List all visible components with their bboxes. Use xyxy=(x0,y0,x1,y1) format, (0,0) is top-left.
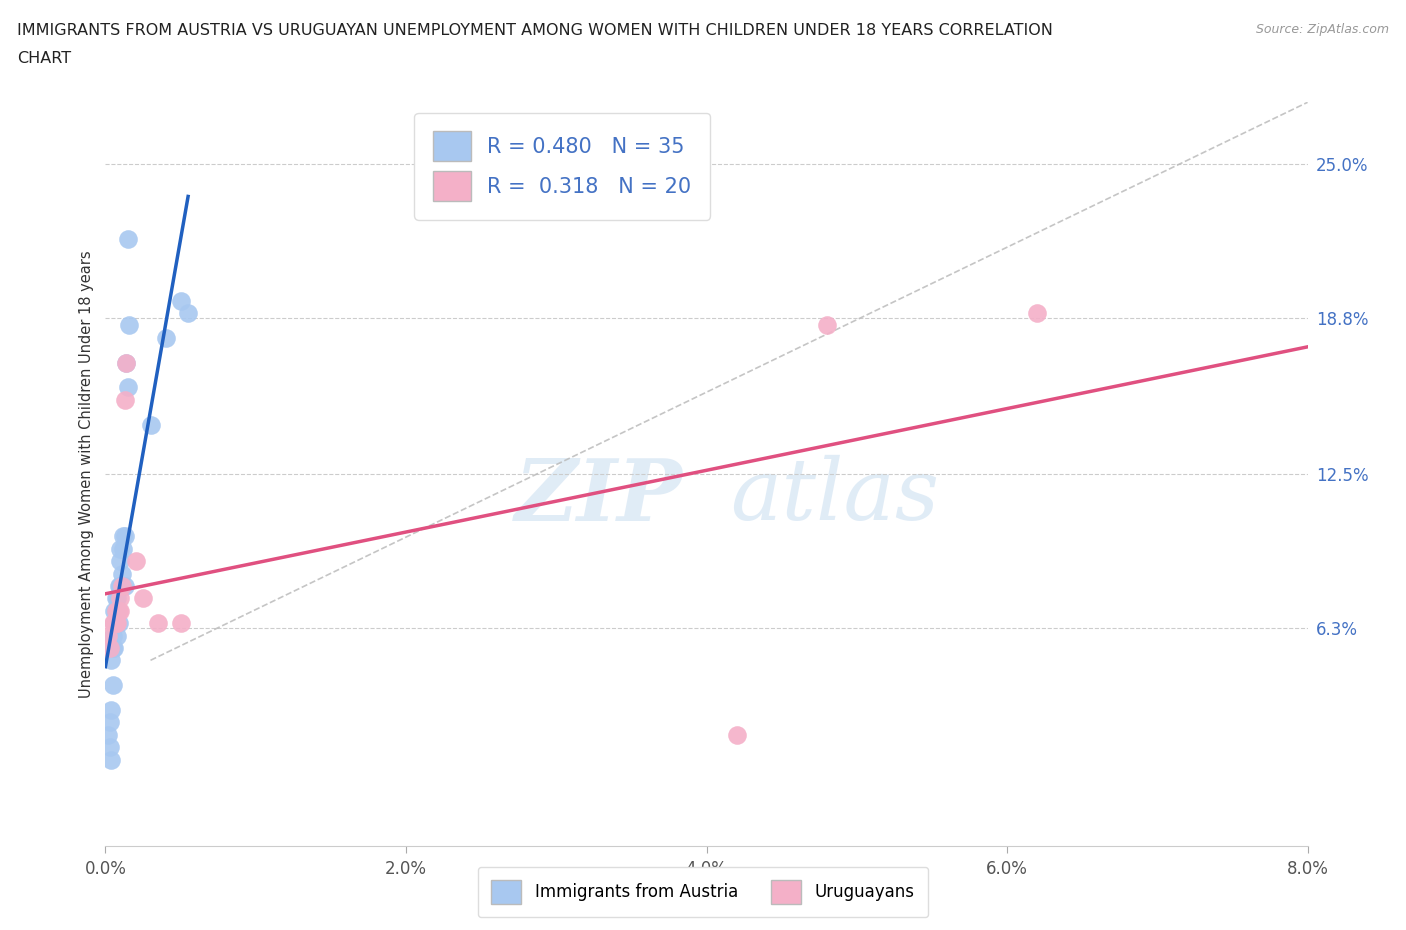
Point xyxy=(97,727,120,742)
Point xyxy=(112,529,135,544)
Point xyxy=(103,604,125,618)
Point xyxy=(155,330,177,345)
Point xyxy=(101,616,124,631)
Text: IMMIGRANTS FROM AUSTRIA VS URUGUAYAN UNEMPLOYMENT AMONG WOMEN WITH CHILDREN UNDE: IMMIGRANTS FROM AUSTRIA VS URUGUAYAN UNE… xyxy=(17,23,1053,38)
Point xyxy=(815,318,838,333)
Point xyxy=(110,591,132,605)
Point xyxy=(107,628,129,643)
Point xyxy=(108,616,131,631)
Point xyxy=(111,578,134,593)
Point xyxy=(115,355,138,370)
Point xyxy=(103,641,125,656)
Point xyxy=(110,541,132,556)
Point xyxy=(139,418,162,432)
Text: Source: ZipAtlas.com: Source: ZipAtlas.com xyxy=(1256,23,1389,36)
Point xyxy=(725,727,748,742)
Point xyxy=(114,392,136,407)
Point xyxy=(104,616,127,631)
Point xyxy=(104,604,127,618)
Legend: Immigrants from Austria, Uruguayans: Immigrants from Austria, Uruguayans xyxy=(478,867,928,917)
Text: CHART: CHART xyxy=(17,51,70,66)
Point xyxy=(117,232,139,246)
Point xyxy=(104,604,127,618)
Point xyxy=(100,702,122,717)
Point xyxy=(100,752,122,767)
Point xyxy=(107,616,129,631)
Text: ZIP: ZIP xyxy=(515,455,682,538)
Legend: R = 0.480   N = 35, R =  0.318   N = 20: R = 0.480 N = 35, R = 0.318 N = 20 xyxy=(415,113,710,219)
Point xyxy=(114,578,136,593)
Point xyxy=(101,641,124,656)
Point xyxy=(98,715,121,730)
Point xyxy=(108,604,131,618)
Point xyxy=(112,541,135,556)
Point xyxy=(97,628,120,643)
Point xyxy=(146,616,169,631)
Point xyxy=(107,604,129,618)
Point xyxy=(118,318,141,333)
Point xyxy=(177,306,200,321)
Point xyxy=(114,529,136,544)
Point xyxy=(110,553,132,568)
Point xyxy=(101,678,124,693)
Point xyxy=(1026,306,1049,321)
Point xyxy=(110,578,132,593)
Point xyxy=(117,380,139,395)
Point xyxy=(124,553,146,568)
Point xyxy=(169,616,191,631)
Point xyxy=(111,566,134,581)
Point xyxy=(104,591,127,605)
Point xyxy=(103,616,125,631)
Point xyxy=(98,739,121,754)
Point xyxy=(108,578,131,593)
Point xyxy=(103,616,125,631)
Text: atlas: atlas xyxy=(731,456,939,538)
Point xyxy=(169,293,191,308)
Point xyxy=(98,641,121,656)
Point xyxy=(115,355,138,370)
Point xyxy=(132,591,155,605)
Point xyxy=(101,628,124,643)
Point xyxy=(100,653,122,668)
Point xyxy=(110,604,132,618)
Point xyxy=(107,591,129,605)
Y-axis label: Unemployment Among Women with Children Under 18 years: Unemployment Among Women with Children U… xyxy=(79,250,94,698)
